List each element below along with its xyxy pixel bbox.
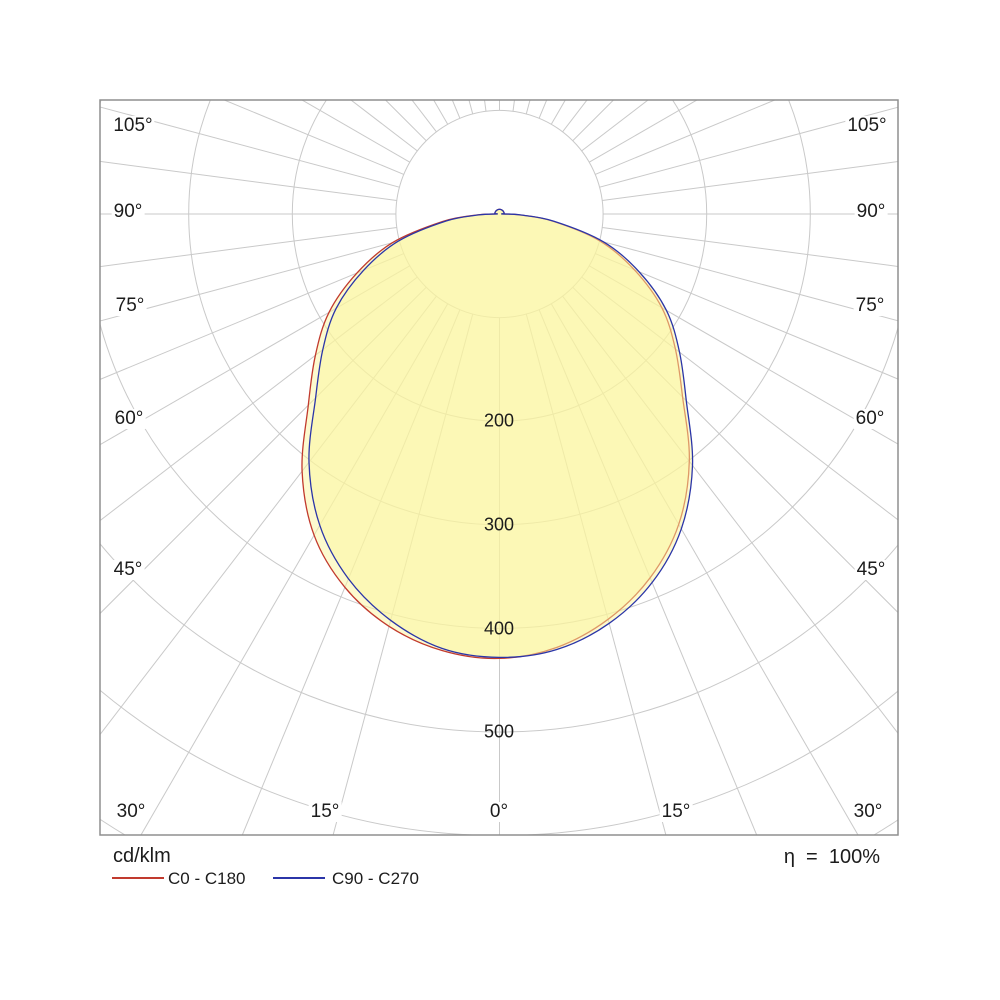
legend-label-c90-c270: C90 - C270 <box>332 869 419 888</box>
legend-label-c0-c180: C0 - C180 <box>168 869 246 888</box>
unit-label: cd/klm <box>113 845 171 867</box>
legend-line-c90-c270 <box>273 877 325 879</box>
legend-line-c0-c180 <box>112 877 164 879</box>
efficiency-label: η = 100% <box>783 846 880 868</box>
